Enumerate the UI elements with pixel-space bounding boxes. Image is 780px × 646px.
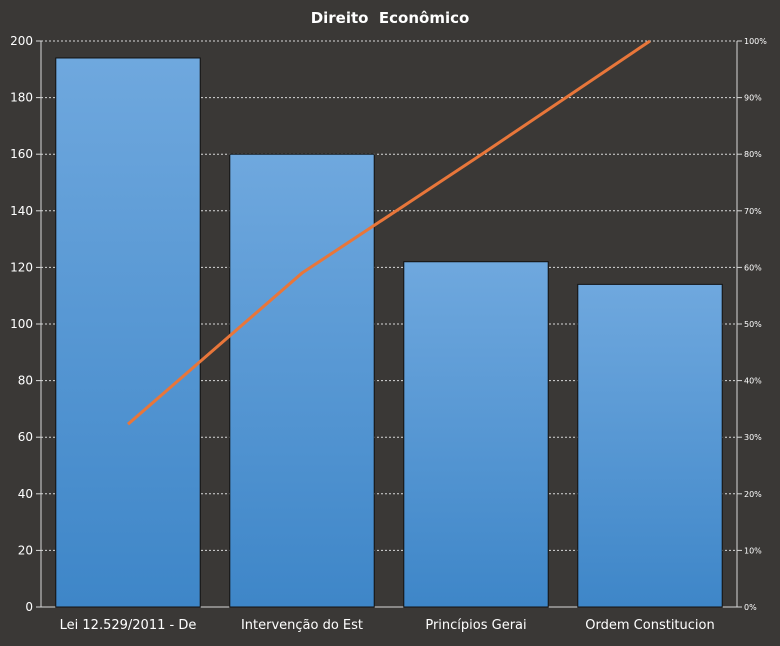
y-tick-label: 200 <box>10 34 33 48</box>
x-tick-label: Lei 12.529/2011 - De <box>60 618 197 633</box>
y2-tick-label: 30% <box>744 433 762 442</box>
y-tick-label: 140 <box>10 204 33 218</box>
bar <box>577 283 723 608</box>
y-tick-label: 0 <box>25 600 33 614</box>
bar <box>55 57 201 608</box>
x-tick-label: Princípios Gerai <box>425 618 526 633</box>
x-tick-label: Ordem Constitucion <box>585 618 714 633</box>
y2-tick-label: 50% <box>744 320 762 329</box>
y-tick-label: 80 <box>18 374 33 388</box>
y-tick-label: 40 <box>18 487 33 501</box>
y-tick-label: 120 <box>10 260 33 274</box>
y2-tick-label: 60% <box>744 263 762 272</box>
y2-tick-label: 20% <box>744 490 762 499</box>
y-tick-label: 60 <box>18 430 33 444</box>
y-tick-label: 100 <box>10 317 33 331</box>
y2-tick-label: 10% <box>744 546 762 555</box>
bar <box>403 261 549 608</box>
tick-labels: 0 20 40 60 80 100 120 140 160 180 200 0% 10% 20% 30% 40… <box>10 34 767 633</box>
y-tick-label: 180 <box>10 91 33 105</box>
chart-title: Direito Econômico <box>311 9 470 27</box>
y2-tick-label: 70% <box>744 207 762 216</box>
y-tick-label: 160 <box>10 147 33 161</box>
y2-tick-label: 90% <box>744 94 762 103</box>
y2-tick-label: 100% <box>744 37 767 46</box>
x-tick-label: Intervenção do Est <box>241 618 363 633</box>
y-tick-label: 20 <box>18 543 33 557</box>
bar <box>229 153 375 608</box>
cumulative-line <box>127 39 651 426</box>
y2-tick-label: 40% <box>744 377 762 386</box>
y2-tick-label: 80% <box>744 150 762 159</box>
bars <box>55 57 723 608</box>
y2-tick-label: 0% <box>744 603 757 612</box>
cumulative-percent-line <box>127 39 651 426</box>
